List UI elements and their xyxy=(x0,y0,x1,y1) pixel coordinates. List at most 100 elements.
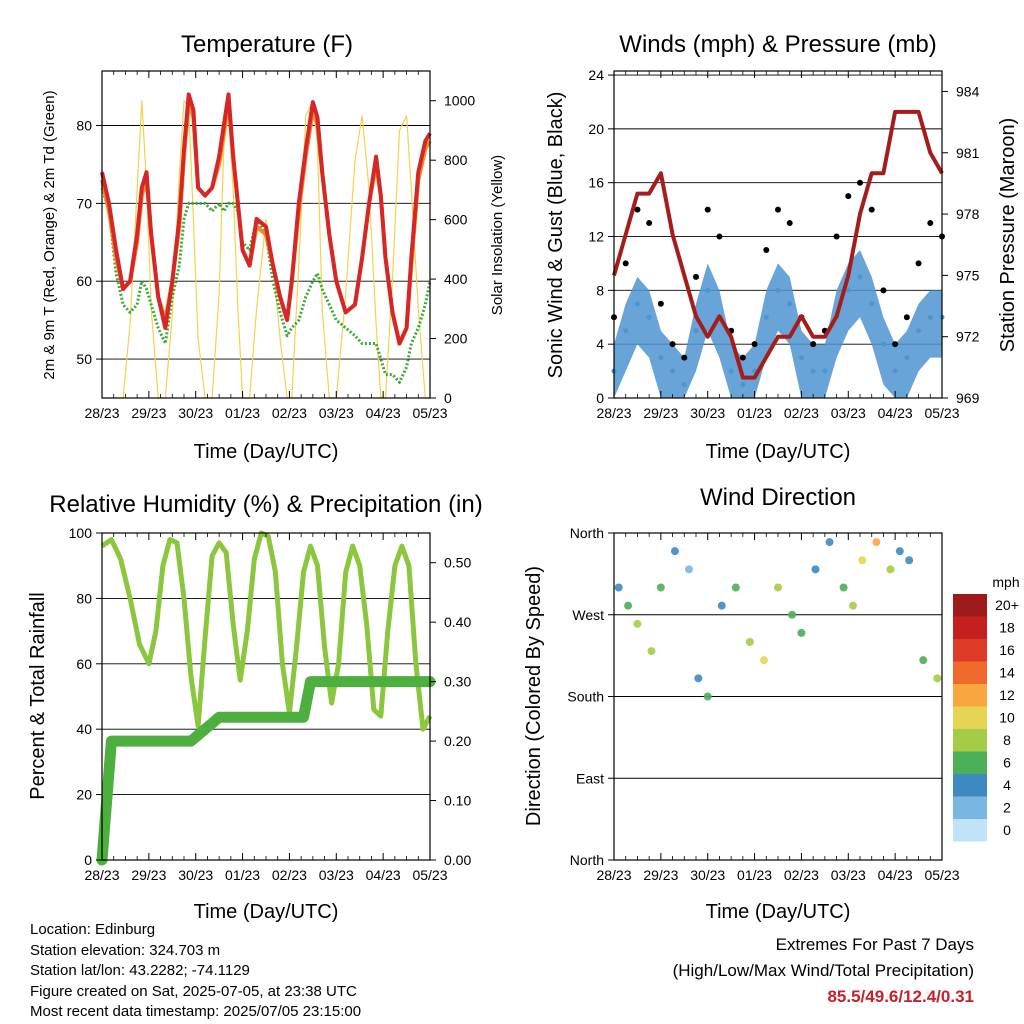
direction-point xyxy=(858,556,867,565)
humidity-ylabel-left: Percent & Total Rainfall xyxy=(27,592,49,800)
direction-point xyxy=(731,583,740,592)
gust-point xyxy=(751,341,758,348)
direction-xlabel: Time (Day/UTC) xyxy=(706,901,851,923)
direction-point xyxy=(919,656,928,665)
y-tick-label: 60 xyxy=(76,656,92,672)
gust-point xyxy=(903,314,910,321)
gust-point xyxy=(669,341,676,348)
sonic-wind-point xyxy=(623,328,629,334)
humidity-xlabel: Time (Day/UTC) xyxy=(194,901,339,923)
legend-swatch xyxy=(953,661,987,684)
direction-point xyxy=(839,583,848,592)
legend-label: 20+ xyxy=(995,597,1019,613)
direction-point xyxy=(759,656,768,665)
direction-point xyxy=(684,565,693,574)
gust-point xyxy=(786,220,793,227)
y-tick-label: North xyxy=(570,852,604,868)
x-tick-label: 05/23 xyxy=(924,867,959,883)
y-tick-label: 24 xyxy=(588,67,604,83)
y-tick-label: 12 xyxy=(588,229,604,245)
sonic-wind-point xyxy=(646,314,652,320)
direction-point xyxy=(703,692,712,701)
x-tick-label: 03/23 xyxy=(831,405,866,421)
sonic-wind-point xyxy=(787,301,793,307)
extremes-title: Extremes For Past 7 Days xyxy=(775,935,974,954)
x-tick-label: 04/23 xyxy=(366,405,401,421)
legend-label: 0 xyxy=(1003,822,1011,838)
y2-tick-label: 0.00 xyxy=(444,852,471,868)
y-tick-label: 100 xyxy=(69,525,93,541)
y-tick-label: West xyxy=(572,607,604,623)
y2-tick-label: 969 xyxy=(956,390,980,406)
x-tick-label: 03/23 xyxy=(319,405,354,421)
x-tick-label: 01/23 xyxy=(737,405,772,421)
y-tick-label: 0 xyxy=(596,390,604,406)
direction-point xyxy=(848,601,857,610)
x-tick-label: 05/23 xyxy=(412,867,447,883)
x-tick-label: 04/23 xyxy=(878,867,913,883)
legend-swatch xyxy=(953,751,987,774)
gust-point xyxy=(880,287,887,294)
direction-point xyxy=(905,556,914,565)
direction-point xyxy=(895,547,904,556)
winds-ylabel-right: Station Pressure (Maroon) xyxy=(997,118,1019,353)
y-tick-label: 70 xyxy=(76,195,92,211)
x-tick-label: 28/23 xyxy=(596,405,631,421)
legend-label: 16 xyxy=(999,642,1015,658)
x-tick-label: 29/23 xyxy=(643,867,678,883)
legend-label: 2 xyxy=(1003,800,1011,816)
y-tick-label: 4 xyxy=(596,336,604,352)
direction-title: Wind Direction xyxy=(700,484,856,511)
legend-label: 6 xyxy=(1003,755,1011,771)
y-tick-label: 8 xyxy=(596,282,604,298)
legend-swatch xyxy=(953,616,987,639)
station-pressure-line xyxy=(612,109,944,380)
temperature-title: Temperature (F) xyxy=(181,31,353,58)
gust-point xyxy=(739,354,746,361)
gust-point xyxy=(833,233,840,240)
x-tick-label: 01/23 xyxy=(225,405,260,421)
direction-point xyxy=(745,638,754,646)
x-tick-label: 29/23 xyxy=(131,405,166,421)
gust-point xyxy=(857,179,863,186)
x-tick-label: 04/23 xyxy=(878,405,913,421)
x-tick-label: 01/23 xyxy=(225,867,260,883)
winds-title: Winds (mph) & Pressure (mb) xyxy=(619,31,936,58)
series-line-2m-t xyxy=(100,92,432,346)
direction-point xyxy=(624,601,633,610)
gust-point xyxy=(915,260,922,267)
station-latlon: Station lat/lon: 43.2282; -74.1129 xyxy=(30,962,250,979)
x-tick-label: 28/23 xyxy=(596,867,631,883)
x-tick-label: 05/23 xyxy=(924,405,959,421)
extremes-box: Extremes For Past 7 Days (High/Low/Max W… xyxy=(673,932,974,1010)
y2-tick-label: 0.40 xyxy=(444,614,471,630)
x-tick-label: 02/23 xyxy=(784,867,819,883)
gust-point xyxy=(634,206,641,213)
sonic-wind-point xyxy=(658,355,664,361)
gust-point xyxy=(622,260,629,267)
legend-swatch xyxy=(953,729,987,752)
y-tick-label: North xyxy=(570,525,604,541)
direction-point xyxy=(656,583,665,592)
y2-tick-label: 0.20 xyxy=(444,733,471,749)
gust-point xyxy=(810,341,817,348)
y-tick-label: South xyxy=(567,689,604,705)
sonic-wind-point xyxy=(869,301,875,307)
x-tick-label: 28/23 xyxy=(84,867,119,883)
x-tick-label: 30/23 xyxy=(178,405,213,421)
sonic-wind-point xyxy=(880,341,886,347)
temperature-panel: Temperature (F) 28/23 29/23 30/23 01/23 02/2… xyxy=(41,31,506,463)
y-tick-label: 80 xyxy=(76,118,92,134)
sonic-wind-point xyxy=(670,368,676,374)
legend-label: 8 xyxy=(1003,732,1011,748)
x-tick-label: 03/23 xyxy=(319,867,354,883)
x-tick-label: 02/23 xyxy=(272,867,307,883)
gust-point xyxy=(763,246,770,253)
y2-tick-label: 1000 xyxy=(444,93,475,109)
sonic-wind-point xyxy=(904,355,910,361)
y2-tick-label: 600 xyxy=(444,212,468,228)
direction-point xyxy=(633,619,642,628)
temperature-ylabel-right: Solar Insolation (Yellow) xyxy=(489,155,506,315)
x-tick-label: 05/23 xyxy=(412,405,447,421)
winds-panel: Winds (mph) & Pressure (mb) 28/23 29/23 30… xyxy=(545,31,1019,463)
